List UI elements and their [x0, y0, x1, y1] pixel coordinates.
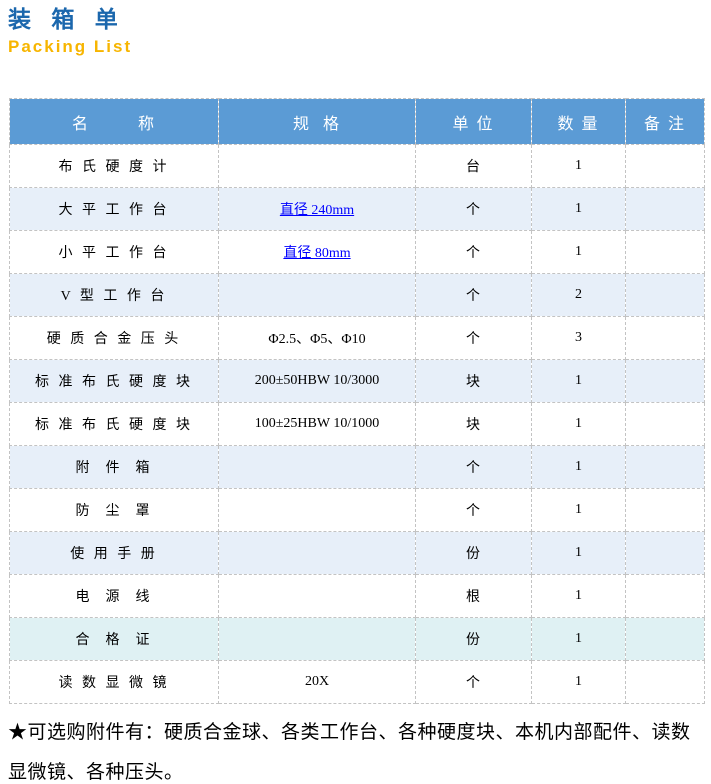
cell-unit: 个 — [415, 660, 532, 704]
cell-spec: 100±25HBW 10/1000 — [218, 402, 416, 446]
table-row: 小 平 工 作 台 直径 80mm 个 1 — [9, 230, 705, 274]
cell-unit: 块 — [415, 402, 532, 446]
cell-unit: 份 — [415, 617, 532, 661]
table-row: 标 准 布 氏 硬 度 块 200±50HBW 10/3000 块 1 — [9, 359, 705, 403]
table-row: 附 件 箱 个 1 — [9, 445, 705, 489]
cell-name: 标 准 布 氏 硬 度 块 — [9, 359, 219, 403]
cell-note — [625, 531, 705, 575]
column-header-unit: 单 位 — [415, 98, 532, 145]
cell-unit: 个 — [415, 230, 532, 274]
spec-link[interactable]: 直径 80mm — [283, 246, 351, 261]
cell-qty: 1 — [531, 488, 626, 532]
cell-qty: 1 — [531, 230, 626, 274]
cell-note — [625, 316, 705, 360]
cell-name: 布 氏 硬 度 计 — [9, 144, 219, 188]
page-title: 装 箱 单 — [8, 6, 125, 32]
cell-name: 标 准 布 氏 硬 度 块 — [9, 402, 219, 446]
page-subtitle: Packing List — [8, 37, 133, 56]
cell-spec — [218, 144, 416, 188]
cell-name: 使 用 手 册 — [9, 531, 219, 575]
cell-qty: 1 — [531, 144, 626, 188]
table-row: V 型 工 作 台 个 2 — [9, 273, 705, 317]
cell-name: 合 格 证 — [9, 617, 219, 661]
optional-accessories-note: ★可选购附件有：硬质合金球、各类工作台、各种硬度块、本机内部配件、读数显微镜、各… — [8, 722, 691, 783]
cell-qty: 1 — [531, 187, 626, 231]
cell-note — [625, 574, 705, 618]
packing-list-table: 名 称 规 格 单 位 数 量 备 注 布 氏 硬 度 计 台 1 大 平 工 … — [9, 98, 705, 704]
cell-name: V 型 工 作 台 — [9, 273, 219, 317]
table-row: 硬 质 合 金 压 头 Φ2.5、Φ5、Φ10 个 3 — [9, 316, 705, 360]
cell-qty: 1 — [531, 531, 626, 575]
table-row: 防 尘 罩 个 1 — [9, 488, 705, 532]
column-header-qty: 数 量 — [531, 98, 626, 145]
table-row: 大 平 工 作 台 直径 240mm 个 1 — [9, 187, 705, 231]
cell-note — [625, 660, 705, 704]
cell-spec — [218, 488, 416, 532]
cell-name: 硬 质 合 金 压 头 — [9, 316, 219, 360]
cell-name: 电 源 线 — [9, 574, 219, 618]
cell-unit: 块 — [415, 359, 532, 403]
cell-qty: 1 — [531, 359, 626, 403]
cell-spec — [218, 617, 416, 661]
cell-unit: 个 — [415, 316, 532, 360]
cell-unit: 个 — [415, 187, 532, 231]
cell-qty: 1 — [531, 660, 626, 704]
cell-qty: 1 — [531, 402, 626, 446]
cell-qty: 1 — [531, 574, 626, 618]
column-header-name: 名 称 — [9, 98, 219, 145]
cell-name: 防 尘 罩 — [9, 488, 219, 532]
cell-qty: 1 — [531, 617, 626, 661]
cell-note — [625, 617, 705, 661]
column-header-note: 备 注 — [625, 98, 705, 145]
table-row: 合 格 证 份 1 — [9, 617, 705, 661]
table-header-row: 名 称 规 格 单 位 数 量 备 注 — [9, 98, 705, 145]
cell-spec — [218, 531, 416, 575]
cell-unit: 个 — [415, 445, 532, 489]
table-row: 使 用 手 册 份 1 — [9, 531, 705, 575]
cell-qty: 1 — [531, 445, 626, 489]
cell-spec — [218, 273, 416, 317]
cell-spec — [218, 574, 416, 618]
cell-unit: 根 — [415, 574, 532, 618]
cell-spec — [218, 445, 416, 489]
table-row: 布 氏 硬 度 计 台 1 — [9, 144, 705, 188]
spec-link[interactable]: 直径 240mm — [279, 203, 355, 218]
cell-note — [625, 144, 705, 188]
cell-spec: 200±50HBW 10/3000 — [218, 359, 416, 403]
cell-unit: 台 — [415, 144, 532, 188]
cell-spec: 直径 80mm — [218, 230, 416, 274]
table-row: 电 源 线 根 1 — [9, 574, 705, 618]
cell-unit: 个 — [415, 488, 532, 532]
cell-unit: 份 — [415, 531, 532, 575]
table-row: 标 准 布 氏 硬 度 块 100±25HBW 10/1000 块 1 — [9, 402, 705, 446]
cell-qty: 2 — [531, 273, 626, 317]
cell-qty: 3 — [531, 316, 626, 360]
cell-name: 附 件 箱 — [9, 445, 219, 489]
cell-name: 小 平 工 作 台 — [9, 230, 219, 274]
table-row: 读 数 显 微 镜 20X 个 1 — [9, 660, 705, 704]
cell-spec: 直径 240mm — [218, 187, 416, 231]
cell-note — [625, 488, 705, 532]
cell-name: 大 平 工 作 台 — [9, 187, 219, 231]
cell-note — [625, 402, 705, 446]
cell-note — [625, 273, 705, 317]
cell-note — [625, 445, 705, 489]
cell-note — [625, 359, 705, 403]
cell-note — [625, 230, 705, 274]
cell-unit: 个 — [415, 273, 532, 317]
column-header-spec: 规 格 — [218, 98, 416, 145]
cell-spec: 20X — [218, 660, 416, 704]
cell-note — [625, 187, 705, 231]
cell-name: 读 数 显 微 镜 — [9, 660, 219, 704]
page-header: 装 箱 单 Packing List — [0, 0, 711, 57]
cell-spec: Φ2.5、Φ5、Φ10 — [218, 316, 416, 360]
